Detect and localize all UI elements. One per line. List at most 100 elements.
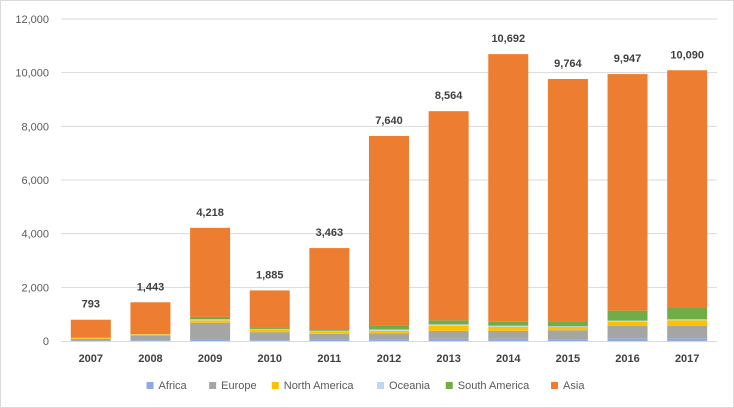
bar-segment-oceania xyxy=(190,319,231,321)
bar-total-label: 10,692 xyxy=(491,33,525,45)
legend-item: North America xyxy=(271,380,355,392)
bar-segment-south-america xyxy=(190,316,231,320)
bar-segment-south-america xyxy=(309,329,350,331)
y-axis-tick-labels: 0 2,000 4,000 6,000 8,000 10,000 12,000 xyxy=(15,14,49,348)
legend-swatch xyxy=(377,382,385,389)
bar-segment-north-america xyxy=(130,334,171,336)
bar-segment-north-america xyxy=(428,325,469,331)
bar-total-label: 1,443 xyxy=(137,281,165,293)
bar-total-label: 7,640 xyxy=(375,115,403,127)
bar-segment-south-america xyxy=(130,333,171,335)
x-tick-label: 2016 xyxy=(615,353,639,365)
legend-label: Europe xyxy=(221,380,256,392)
bar-segment-europe xyxy=(190,322,231,340)
bar-total-label: 9,764 xyxy=(554,58,582,70)
bar-segment-europe xyxy=(428,330,469,339)
bar-segment-asia xyxy=(607,74,648,311)
bar-segment-africa xyxy=(607,338,648,341)
legend-swatch xyxy=(271,382,279,389)
bar-total-label: 9,947 xyxy=(614,53,642,65)
bar-segment-north-america xyxy=(667,320,708,326)
bar-segment-asia xyxy=(309,248,350,330)
bar-segment-asia xyxy=(249,290,290,328)
y-tick-label: 12,000 xyxy=(15,14,49,26)
legend-label: Oceania xyxy=(389,380,431,392)
x-tick-label: 2015 xyxy=(556,353,580,365)
legend-item: Africa xyxy=(146,380,188,392)
bar-segment-africa xyxy=(190,339,231,341)
x-tick-label: 2010 xyxy=(257,353,281,365)
bar-segment-south-america xyxy=(547,321,588,327)
y-tick-label: 6,000 xyxy=(21,175,49,187)
bar-segment-asia xyxy=(428,111,469,321)
bar-segment-asia xyxy=(667,70,708,308)
bar-segment-asia xyxy=(369,135,409,326)
x-tick-label: 2009 xyxy=(198,353,222,365)
bar-segment-asia xyxy=(547,78,588,322)
y-tick-label: 0 xyxy=(43,336,49,348)
bar-segment-europe xyxy=(130,335,171,341)
y-tick-label: 4,000 xyxy=(21,229,49,241)
bar-segment-asia xyxy=(190,227,231,317)
y-tick-label: 10,000 xyxy=(15,68,49,80)
bar-segment-north-america xyxy=(309,331,350,334)
bar-segment-asia xyxy=(488,54,529,322)
bar-segment-south-america xyxy=(428,320,469,325)
bar-segment-europe xyxy=(309,333,350,340)
bar-segment-oceania xyxy=(369,329,409,331)
legend-item: South America xyxy=(445,380,530,392)
bar-segment-oceania xyxy=(428,324,469,326)
legend-label: South America xyxy=(458,380,530,392)
bar-segment-africa xyxy=(488,338,529,341)
bar-segment-south-america xyxy=(249,327,290,329)
bar-segment-europe xyxy=(607,325,648,339)
bars xyxy=(70,54,708,341)
bar-segment-europe xyxy=(667,325,708,339)
x-tick-label: 2017 xyxy=(675,353,699,365)
bar-total-label: 4,218 xyxy=(196,207,224,219)
bar-segment-europe xyxy=(488,330,529,339)
bar-segment-oceania xyxy=(547,326,588,328)
bar-segment-africa xyxy=(547,339,588,341)
bar-segment-africa xyxy=(667,338,708,341)
y-tick-label: 8,000 xyxy=(21,121,49,133)
bar-segment-africa xyxy=(249,340,290,341)
bar-segment-africa xyxy=(309,339,350,341)
bar-segment-north-america xyxy=(607,321,648,326)
bar-total-label: 8,564 xyxy=(435,90,463,102)
bar-total-label: 3,463 xyxy=(316,227,344,239)
bar-segment-europe xyxy=(547,330,588,340)
legend-label: Africa xyxy=(159,380,188,392)
legend-swatch xyxy=(146,382,154,389)
x-tick-label: 2008 xyxy=(138,353,162,365)
legend-swatch xyxy=(551,382,559,389)
legend: Africa Europe North America Oceania South Am… xyxy=(146,380,585,392)
bar-segment-africa xyxy=(130,340,171,341)
bar-segment-oceania xyxy=(607,320,648,322)
legend-item: Asia xyxy=(551,380,585,392)
bar-segment-north-america xyxy=(190,320,231,323)
bar-segment-north-america xyxy=(547,327,588,331)
bar-segment-europe xyxy=(70,338,111,341)
bar-segment-north-america xyxy=(488,326,529,331)
legend-label: North America xyxy=(284,380,355,392)
legend-label: Asia xyxy=(563,380,585,392)
x-tick-label: 2013 xyxy=(436,353,460,365)
x-tick-label: 2011 xyxy=(317,353,341,365)
y-tick-label: 2,000 xyxy=(21,282,49,294)
bar-segment-oceania xyxy=(249,328,290,330)
bar-total-labels: 793 1,443 4,218 1,885 3,463 7,640 8,564 10,692 9… xyxy=(82,33,704,311)
legend-item: Europe xyxy=(209,380,257,392)
bar-segment-asia xyxy=(70,319,111,338)
bar-segment-africa xyxy=(70,340,111,341)
bar-segment-north-america xyxy=(369,330,409,334)
x-axis-tick-labels: 2007 2008 2009 2010 2011 2012 2013 2014 2015 2016… xyxy=(79,353,700,365)
bar-total-label: 10,090 xyxy=(670,49,704,61)
bar-total-label: 793 xyxy=(82,299,100,311)
bar-segment-africa xyxy=(428,338,469,341)
legend-swatch xyxy=(209,382,217,389)
legend-swatch xyxy=(445,382,453,389)
bar-segment-europe xyxy=(249,332,290,341)
